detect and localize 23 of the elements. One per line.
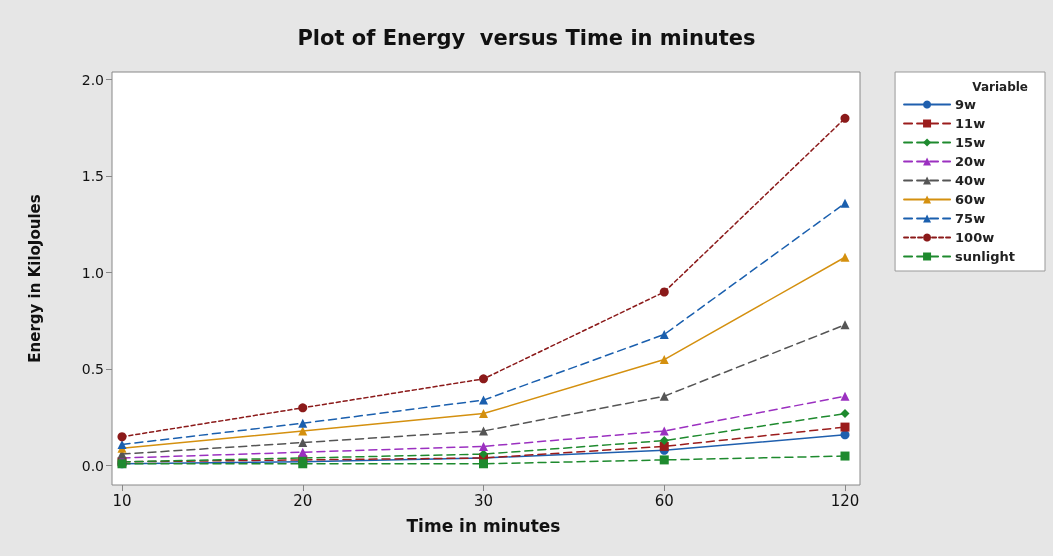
legend-label: 20w bbox=[955, 154, 986, 169]
legend-title: Variable bbox=[972, 80, 1028, 94]
x-tick-label: 30 bbox=[473, 491, 494, 510]
y-axis-title: Energy in KiloJoules bbox=[25, 194, 44, 363]
legend-label: 40w bbox=[955, 173, 986, 188]
chart-title: Plot of Energy versus Time in minutes bbox=[297, 25, 756, 50]
legend-label: 100w bbox=[955, 230, 995, 245]
y-tick-label: 2.0 bbox=[81, 71, 104, 88]
legend-label: 9w bbox=[955, 97, 977, 112]
x-tick-label: 120 bbox=[830, 491, 860, 510]
y-tick-label: 0.5 bbox=[81, 361, 104, 378]
legend-label: 75w bbox=[955, 211, 986, 226]
x-tick-label: 20 bbox=[293, 491, 313, 510]
legend-label: 60w bbox=[955, 192, 986, 207]
legend-label: sunlight bbox=[955, 249, 1015, 264]
y-tick-label: 0.0 bbox=[81, 457, 104, 474]
x-axis-title: Time in minutes bbox=[406, 515, 561, 536]
x-tick-label: 60 bbox=[654, 491, 674, 510]
x-tick-label: 10 bbox=[112, 491, 132, 510]
y-tick-label: 1.0 bbox=[81, 264, 104, 281]
legend-label: 15w bbox=[955, 135, 986, 150]
legend-label: 11w bbox=[955, 116, 986, 131]
y-tick-label: 1.5 bbox=[81, 168, 104, 185]
